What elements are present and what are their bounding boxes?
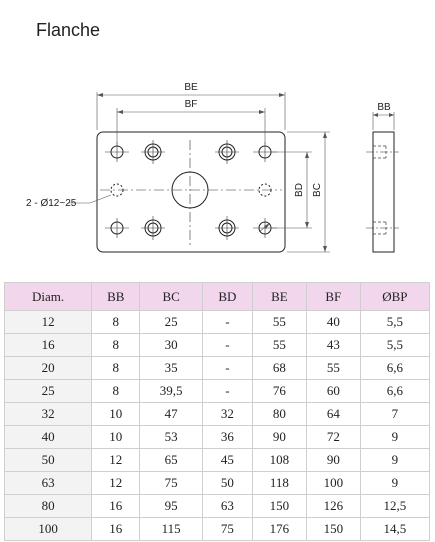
dimension-label-bf: BF	[185, 99, 198, 110]
cell-diam: 100	[3, 517, 93, 541]
table-row: 20 8 35 - 68 55 6,6	[3, 356, 431, 380]
cell-be: 55	[251, 333, 307, 357]
header-bc: BC	[139, 282, 203, 311]
cell-bb: 8	[91, 333, 141, 357]
cell-bb: 10	[91, 402, 141, 426]
cell-bf: 100	[305, 471, 361, 495]
cell-bb: 16	[91, 494, 141, 518]
cell-bb: 12	[91, 471, 141, 495]
cell-bc: 25	[139, 310, 203, 334]
cell-bc: 30	[139, 333, 203, 357]
table-row: 100 16 115 75 176 150 14,5	[3, 517, 431, 541]
cell-obp: 5,5	[359, 333, 431, 357]
cell-diam: 50	[3, 448, 93, 472]
cell-bf: 40	[305, 310, 361, 334]
cell-be: 108	[251, 448, 307, 472]
cell-bf: 60	[305, 379, 361, 403]
cell-bc: 65	[139, 448, 203, 472]
cell-bb: 12	[91, 448, 141, 472]
cell-obp: 6,6	[359, 379, 431, 403]
cell-bf: 90	[305, 448, 361, 472]
header-bd: BD	[201, 282, 253, 311]
dimensions-table: Diam. BB BC BD BE BF ØBP 12 8 25 - 55 40…	[3, 282, 431, 541]
cell-bc: 47	[139, 402, 203, 426]
cell-be: 150	[251, 494, 307, 518]
cell-bb: 10	[91, 425, 141, 449]
cell-be: 76	[251, 379, 307, 403]
header-be: BE	[251, 282, 307, 311]
cell-bf: 43	[305, 333, 361, 357]
cell-bd: -	[201, 379, 253, 403]
cell-obp: 14,5	[359, 517, 431, 541]
dimension-label-bc: BC	[312, 183, 323, 197]
cell-bb: 8	[91, 310, 141, 334]
cell-bc: 95	[139, 494, 203, 518]
cell-be: 118	[251, 471, 307, 495]
cell-be: 80	[251, 402, 307, 426]
cell-be: 176	[251, 517, 307, 541]
cell-obp: 5,5	[359, 310, 431, 334]
cell-bd: 36	[201, 425, 253, 449]
cell-diam: 40	[3, 425, 93, 449]
dimension-label-bb: BB	[377, 102, 391, 113]
cell-diam: 80	[3, 494, 93, 518]
cell-obp: 6,6	[359, 356, 431, 380]
cell-bd: -	[201, 333, 253, 357]
header-bb: BB	[91, 282, 141, 311]
cell-bd: 45	[201, 448, 253, 472]
table-row: 40 10 53 36 90 72 9	[3, 425, 431, 449]
cell-bc: 35	[139, 356, 203, 380]
cell-diam: 20	[3, 356, 93, 380]
cell-obp: 9	[359, 448, 431, 472]
cell-bc: 75	[139, 471, 203, 495]
cell-bd: 50	[201, 471, 253, 495]
page-title: Flanche	[36, 20, 101, 40]
cell-diam: 63	[3, 471, 93, 495]
cell-obp: 9	[359, 425, 431, 449]
cell-bf: 55	[305, 356, 361, 380]
flange-side-view: BB	[366, 102, 399, 253]
dimension-label-bd: BD	[294, 183, 305, 197]
table-row: 25 8 39,5 - 76 60 6,6	[3, 379, 431, 403]
hole-spec-label: 2 - Ø12~25	[26, 198, 77, 209]
cell-bf: 150	[305, 517, 361, 541]
table-row: 12 8 25 - 55 40 5,5	[3, 310, 431, 334]
cell-bd: 75	[201, 517, 253, 541]
cell-obp: 7	[359, 402, 431, 426]
header-obp: ØBP	[359, 282, 431, 311]
dimension-label-be: BE	[184, 82, 198, 93]
cell-obp: 9	[359, 471, 431, 495]
table-header-row: Diam. BB BC BD BE BF ØBP	[3, 282, 431, 311]
flange-plate	[96, 131, 286, 253]
cell-bd: -	[201, 310, 253, 334]
cell-bf: 126	[305, 494, 361, 518]
cell-obp: 12,5	[359, 494, 431, 518]
cell-diam: 12	[3, 310, 93, 334]
cell-bb: 8	[91, 379, 141, 403]
table-row: 50 12 65 45 108 90 9	[3, 448, 431, 472]
cell-bc: 53	[139, 425, 203, 449]
cell-diam: 25	[3, 379, 93, 403]
cell-bf: 72	[305, 425, 361, 449]
cell-bc: 115	[139, 517, 203, 541]
table-row: 80 16 95 63 150 126 12,5	[3, 494, 431, 518]
header-bf: BF	[305, 282, 361, 311]
cell-diam: 32	[3, 402, 93, 426]
cell-be: 55	[251, 310, 307, 334]
cell-bd: 63	[201, 494, 253, 518]
cell-bf: 64	[305, 402, 361, 426]
cell-be: 90	[251, 425, 307, 449]
cell-bb: 16	[91, 517, 141, 541]
cell-bc: 39,5	[139, 379, 203, 403]
table-row: 32 10 47 32 80 64 7	[3, 402, 431, 426]
cell-bd: -	[201, 356, 253, 380]
flange-technical-drawing: BE BF BD BC 2 - Ø12~25 BB	[26, 82, 399, 253]
header-diam: Diam.	[3, 282, 93, 311]
cell-be: 68	[251, 356, 307, 380]
table-row: 63 12 75 50 118 100 9	[3, 471, 431, 495]
cell-bd: 32	[201, 402, 253, 426]
cell-diam: 16	[3, 333, 93, 357]
cell-bb: 8	[91, 356, 141, 380]
table-row: 16 8 30 - 55 43 5,5	[3, 333, 431, 357]
